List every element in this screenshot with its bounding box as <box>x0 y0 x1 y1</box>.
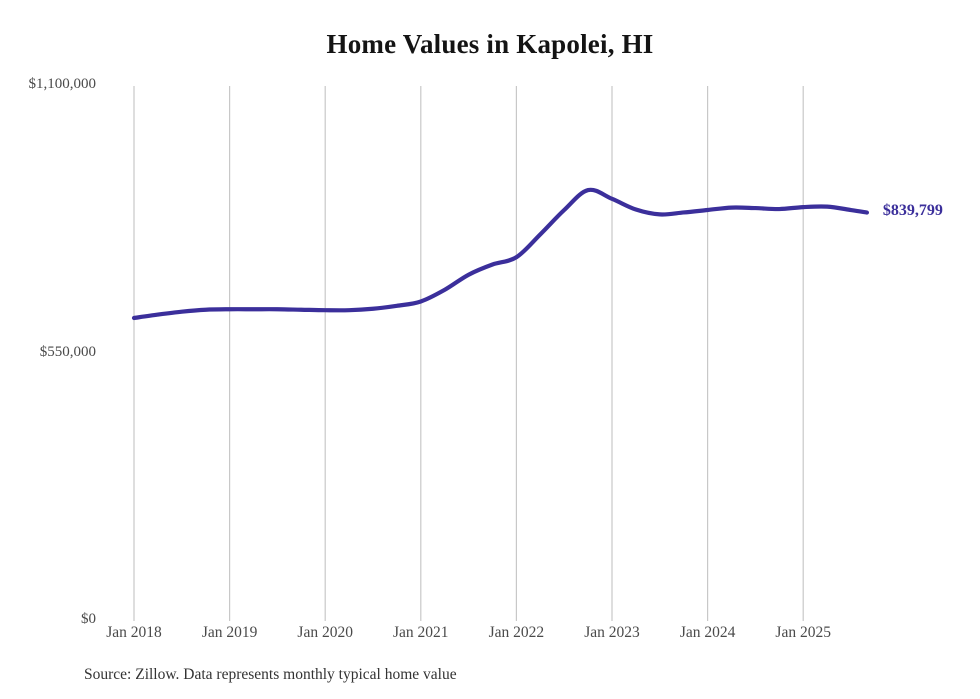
x-tick-label: Jan 2019 <box>201 624 258 641</box>
x-tick-label: Jan 2021 <box>393 624 449 641</box>
series-lines <box>131 187 870 321</box>
y-tick-label: $550,000 <box>39 343 96 360</box>
x-tick-label: Jan 2023 <box>584 624 640 641</box>
x-tick-label: Jan 2018 <box>106 624 162 641</box>
y-tick-label: $0 <box>81 611 96 627</box>
series-line <box>131 187 870 321</box>
y-tick-label: $1,100,000 <box>28 76 97 92</box>
x-tick-label: Jan 2025 <box>775 624 831 641</box>
x-gridlines <box>133 86 804 621</box>
chart-title: Home Values in Kapolei, HI <box>326 29 654 59</box>
end-value-annotation: $839,799 <box>882 201 943 219</box>
x-tick-label: Jan 2024 <box>679 624 736 641</box>
x-tick-label: Jan 2022 <box>488 624 545 641</box>
x-tick-label: Jan 2020 <box>297 624 353 641</box>
source-note: Source: Zillow. Data represents monthly … <box>84 666 457 683</box>
